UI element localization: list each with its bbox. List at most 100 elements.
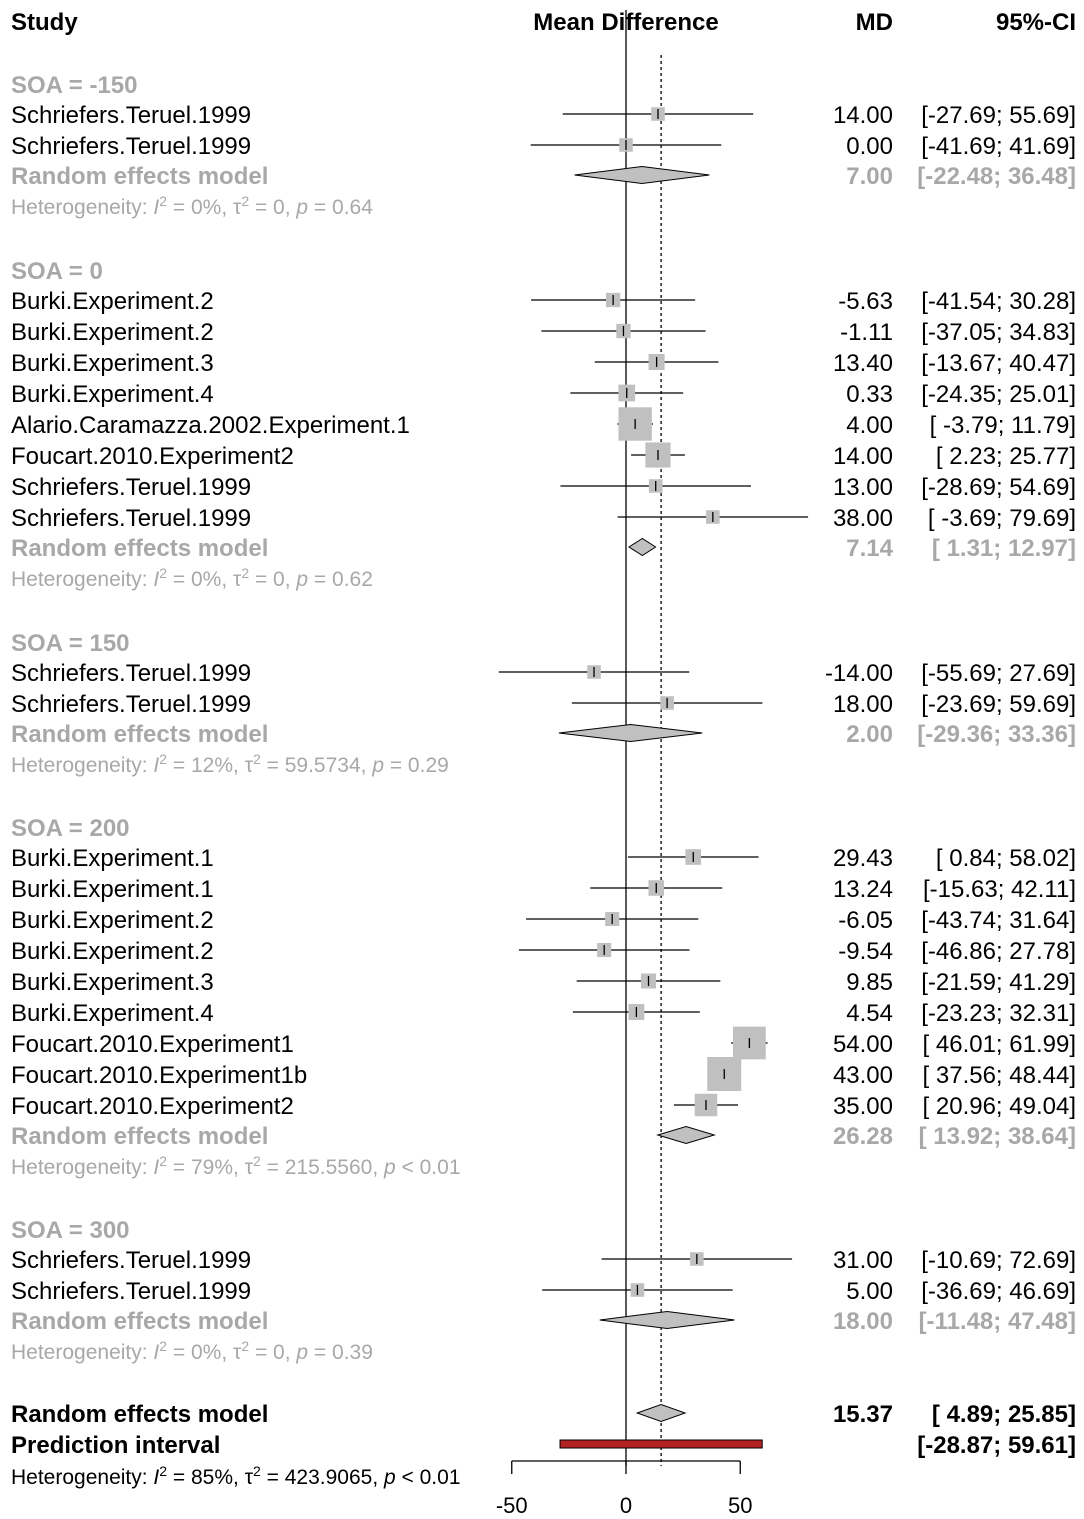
study-md: 18.00 bbox=[833, 691, 893, 718]
study-md: 54.00 bbox=[833, 1031, 893, 1058]
subgroup-random-ci: [-29.36; 33.36] bbox=[917, 721, 1076, 748]
study-md: 43.00 bbox=[833, 1062, 893, 1089]
subgroup-label: SOA = 150 bbox=[11, 630, 130, 657]
study-md: 29.43 bbox=[833, 845, 893, 872]
subgroup-random-label: Random effects model bbox=[11, 721, 268, 748]
prediction-ci: [-28.87; 59.61] bbox=[917, 1432, 1076, 1459]
study-ci: [ 20.96; 49.04] bbox=[923, 1093, 1076, 1120]
subgroup-random-label: Random effects model bbox=[11, 535, 268, 562]
study-md: 5.00 bbox=[846, 1278, 893, 1305]
study-ci: [-10.69; 72.69] bbox=[921, 1247, 1076, 1274]
study-name: Burki.Experiment.4 bbox=[11, 381, 214, 408]
study-ci: [ -3.79; 11.79] bbox=[930, 412, 1076, 439]
subgroup-diamond bbox=[558, 723, 703, 743]
overall-heterogeneity: Heterogeneity: I2 = 85%, τ2 = 423.9065, … bbox=[11, 1463, 461, 1489]
study-ci: [-27.69; 55.69] bbox=[921, 102, 1076, 129]
subgroup-label: SOA = -150 bbox=[11, 72, 138, 99]
study-md: 13.24 bbox=[833, 876, 893, 903]
study-ci: [-23.23; 32.31] bbox=[921, 1000, 1076, 1027]
study-name: Foucart.2010.Experiment2 bbox=[11, 1093, 294, 1120]
subgroup-random-ci: [ 13.92; 38.64] bbox=[919, 1123, 1076, 1150]
header-ci: 95%-CI bbox=[996, 9, 1076, 36]
study-md: 31.00 bbox=[833, 1247, 893, 1274]
subgroup-random-md: 2.00 bbox=[846, 721, 893, 748]
study-md: -9.54 bbox=[838, 938, 893, 965]
study-name: Schriefers.Teruel.1999 bbox=[11, 691, 251, 718]
study-ci: [-21.59; 41.29] bbox=[921, 969, 1076, 996]
subgroup-random-label: Random effects model bbox=[11, 1308, 268, 1335]
study-name: Schriefers.Teruel.1999 bbox=[11, 102, 251, 129]
subgroup-random-md: 7.00 bbox=[846, 163, 893, 190]
study-name: Foucart.2010.Experiment1b bbox=[11, 1062, 307, 1089]
study-name: Schriefers.Teruel.1999 bbox=[11, 1278, 251, 1305]
study-md: 38.00 bbox=[833, 505, 893, 532]
subgroup-heterogeneity: Heterogeneity: I2 = 0%, τ2 = 0, p = 0.64 bbox=[11, 193, 373, 219]
study-ci: [-46.86; 27.78] bbox=[921, 938, 1076, 965]
study-name: Schriefers.Teruel.1999 bbox=[11, 1247, 251, 1274]
subgroup-random-ci: [-22.48; 36.48] bbox=[917, 163, 1076, 190]
study-md: 14.00 bbox=[833, 443, 893, 470]
x-axis-tick-label: -50 bbox=[496, 1493, 528, 1518]
subgroup-random-label: Random effects model bbox=[11, 1123, 268, 1150]
study-ci: [-43.74; 31.64] bbox=[921, 907, 1076, 934]
prediction-label: Prediction interval bbox=[11, 1432, 220, 1459]
study-ci: [ 46.01; 61.99] bbox=[923, 1031, 1076, 1058]
study-name: Foucart.2010.Experiment2 bbox=[11, 443, 294, 470]
study-name: Schriefers.Teruel.1999 bbox=[11, 505, 251, 532]
subgroup-random-label: Random effects model bbox=[11, 163, 268, 190]
study-md: 9.85 bbox=[846, 969, 893, 996]
subgroup-label: SOA = 0 bbox=[11, 258, 103, 285]
x-axis: -50 0 50 bbox=[496, 1460, 752, 1518]
study-ci: [-13.67; 40.47] bbox=[921, 350, 1076, 377]
study-name: Burki.Experiment.2 bbox=[11, 907, 214, 934]
study-name: Schriefers.Teruel.1999 bbox=[11, 474, 251, 501]
header-study: Study bbox=[11, 9, 78, 36]
study-name: Schriefers.Teruel.1999 bbox=[11, 660, 251, 687]
subgroup-heterogeneity: Heterogeneity: I2 = 79%, τ2 = 215.5560, … bbox=[11, 1153, 461, 1179]
study-name: Burki.Experiment.2 bbox=[11, 938, 214, 965]
subgroup-label: SOA = 200 bbox=[11, 815, 130, 842]
study-md: 35.00 bbox=[833, 1093, 893, 1120]
study-ci: [-41.54; 30.28] bbox=[921, 288, 1076, 315]
study-ci: [ 2.23; 25.77] bbox=[936, 443, 1076, 470]
header-md: MD bbox=[856, 9, 893, 36]
study-ci: [-24.35; 25.01] bbox=[921, 381, 1076, 408]
overall-ci: [ 4.89; 25.85] bbox=[932, 1401, 1076, 1428]
study-name: Burki.Experiment.1 bbox=[11, 876, 214, 903]
subgroup-random-md: 26.28 bbox=[833, 1123, 893, 1150]
study-name: Burki.Experiment.1 bbox=[11, 845, 214, 872]
study-ci: [ 0.84; 58.02] bbox=[936, 845, 1076, 872]
subgroup-random-md: 7.14 bbox=[846, 535, 893, 562]
study-md: 4.54 bbox=[846, 1000, 893, 1027]
x-axis-tick-label: 0 bbox=[620, 1493, 632, 1518]
subgroup-random-md: 18.00 bbox=[833, 1308, 893, 1335]
study-ci: [-15.63; 42.11] bbox=[923, 876, 1076, 903]
study-ci: [-37.05; 34.83] bbox=[921, 319, 1076, 346]
subgroup-label: SOA = 300 bbox=[11, 1217, 130, 1244]
study-ci: [-41.69; 41.69] bbox=[921, 133, 1076, 160]
subgroup-heterogeneity: Heterogeneity: I2 = 12%, τ2 = 59.5734, p… bbox=[11, 751, 449, 777]
study-md: 4.00 bbox=[846, 412, 893, 439]
study-name: Alario.Caramazza.2002.Experiment.1 bbox=[11, 412, 410, 439]
study-md: 0.33 bbox=[846, 381, 893, 408]
study-ci: [-55.69; 27.69] bbox=[921, 660, 1076, 687]
study-ci: [ 37.56; 48.44] bbox=[923, 1062, 1076, 1089]
study-md: 14.00 bbox=[833, 102, 893, 129]
study-ci: [ -3.69; 79.69] bbox=[928, 505, 1076, 532]
study-ci: [-36.69; 46.69] bbox=[921, 1278, 1076, 1305]
prediction-bar bbox=[559, 1439, 763, 1449]
study-name: Burki.Experiment.3 bbox=[11, 350, 214, 377]
overall-md: 15.37 bbox=[833, 1401, 893, 1428]
subgroup-heterogeneity: Heterogeneity: I2 = 0%, τ2 = 0, p = 0.62 bbox=[11, 565, 373, 591]
study-md: -1.11 bbox=[840, 319, 893, 346]
x-axis-tick-label: 50 bbox=[728, 1493, 752, 1518]
study-name: Burki.Experiment.4 bbox=[11, 1000, 214, 1027]
header-mean-difference: Mean Difference bbox=[533, 9, 718, 36]
subgroup-diamond bbox=[574, 165, 710, 185]
subgroup-heterogeneity: Heterogeneity: I2 = 0%, τ2 = 0, p = 0.39 bbox=[11, 1338, 373, 1364]
subgroup-diamond bbox=[656, 1125, 717, 1145]
study-md: 13.00 bbox=[833, 474, 893, 501]
overall-diamond bbox=[635, 1403, 687, 1423]
subgroup-random-ci: [-11.48; 47.48] bbox=[919, 1308, 1076, 1335]
